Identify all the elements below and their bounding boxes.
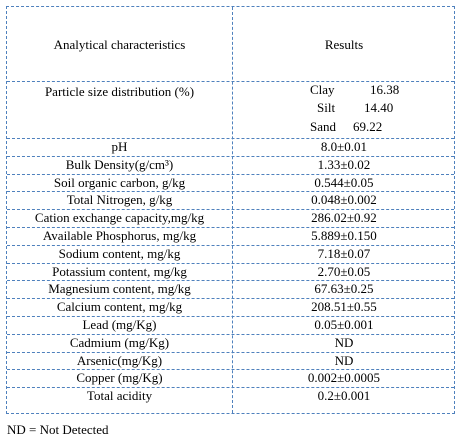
row-divider — [7, 298, 454, 300]
row-value: 0.2±0.001 — [317, 388, 371, 404]
row-divider — [7, 351, 454, 353]
psd-label: Particle size distribution (%) — [44, 84, 195, 99]
row-label: Potassium content, mg/kg — [52, 263, 187, 279]
row-value: 67.63±0.25 — [314, 281, 374, 297]
header-results: Results — [324, 37, 364, 52]
row-value: 8.0±0.01 — [320, 139, 368, 154]
row-divider — [7, 387, 454, 389]
row-divider — [7, 138, 454, 139]
row-label: Arsenic(mg/Kg) — [76, 352, 163, 368]
row-value: 0.002±0.0005 — [307, 370, 381, 386]
row-label: Calcium content, mg/kg — [56, 299, 183, 315]
psd-silt-name: Silt — [317, 100, 336, 115]
row-value: 1.33±0.02 — [317, 156, 371, 172]
row-label: pH — [111, 139, 128, 154]
row-label: Magnesium content, mg/kg — [48, 281, 191, 297]
row-label: Lead (mg/Kg) — [82, 317, 157, 332]
row-label: Sodium content, mg/kg — [58, 245, 181, 261]
row-divider — [7, 333, 454, 335]
row-value: 286.02±0.92 — [311, 210, 377, 226]
row-divider — [7, 173, 454, 175]
psd-clay: Clay 16.38 — [310, 82, 399, 97]
row-label: Cation exchange capacity,mg/kg — [34, 210, 205, 226]
psd-clay-name: Clay — [310, 82, 335, 97]
row-value: 5.889±0.150 — [311, 228, 377, 243]
psd-silt-value: 14.40 — [364, 100, 394, 115]
row-value: ND — [334, 334, 354, 350]
psd-sand-value: 69.22 — [353, 119, 383, 134]
row-divider — [7, 280, 454, 282]
row-divider — [7, 262, 454, 264]
row-divider — [7, 155, 454, 157]
psd-sand: Sand 69.22 — [310, 119, 382, 134]
psd-silt: Silt 14.40 — [310, 100, 393, 115]
row-divider — [7, 191, 454, 193]
row-divider — [7, 369, 454, 371]
row-label: Soil organic carbon, g/kg — [53, 174, 186, 190]
row-label: Copper (mg/Kg) — [76, 370, 163, 386]
row-value: 2.70±0.05 — [317, 263, 371, 279]
row-value: 208.51±0.55 — [311, 299, 377, 315]
header-divider — [7, 81, 454, 82]
row-label: Cadmium (mg/Kg) — [69, 334, 170, 350]
soil-properties-table: Analytical characteristics Results Parti… — [6, 6, 455, 414]
row-divider — [7, 227, 454, 228]
row-divider — [7, 209, 454, 211]
psd-sand-name: Sand — [310, 119, 336, 134]
footnote: ND = Not Detected — [7, 422, 109, 437]
row-value: 0.544±0.05 — [314, 174, 374, 190]
header-analytical-characteristics: Analytical characteristics — [53, 37, 186, 52]
psd-clay-value: 16.38 — [370, 82, 400, 97]
row-label: Bulk Density(g/cm³) — [65, 156, 174, 172]
row-value: 7.18±0.07 — [317, 245, 371, 261]
row-divider — [7, 316, 454, 317]
row-value: 0.048±0.002 — [311, 192, 377, 208]
row-value: ND — [334, 352, 354, 368]
row-divider — [7, 244, 454, 246]
row-label: Total Nitrogen, g/kg — [66, 192, 173, 208]
row-label: Total acidity — [86, 388, 153, 404]
row-label: Available Phosphorus, mg/kg — [42, 228, 197, 243]
row-value: 0.05±0.001 — [314, 317, 374, 332]
